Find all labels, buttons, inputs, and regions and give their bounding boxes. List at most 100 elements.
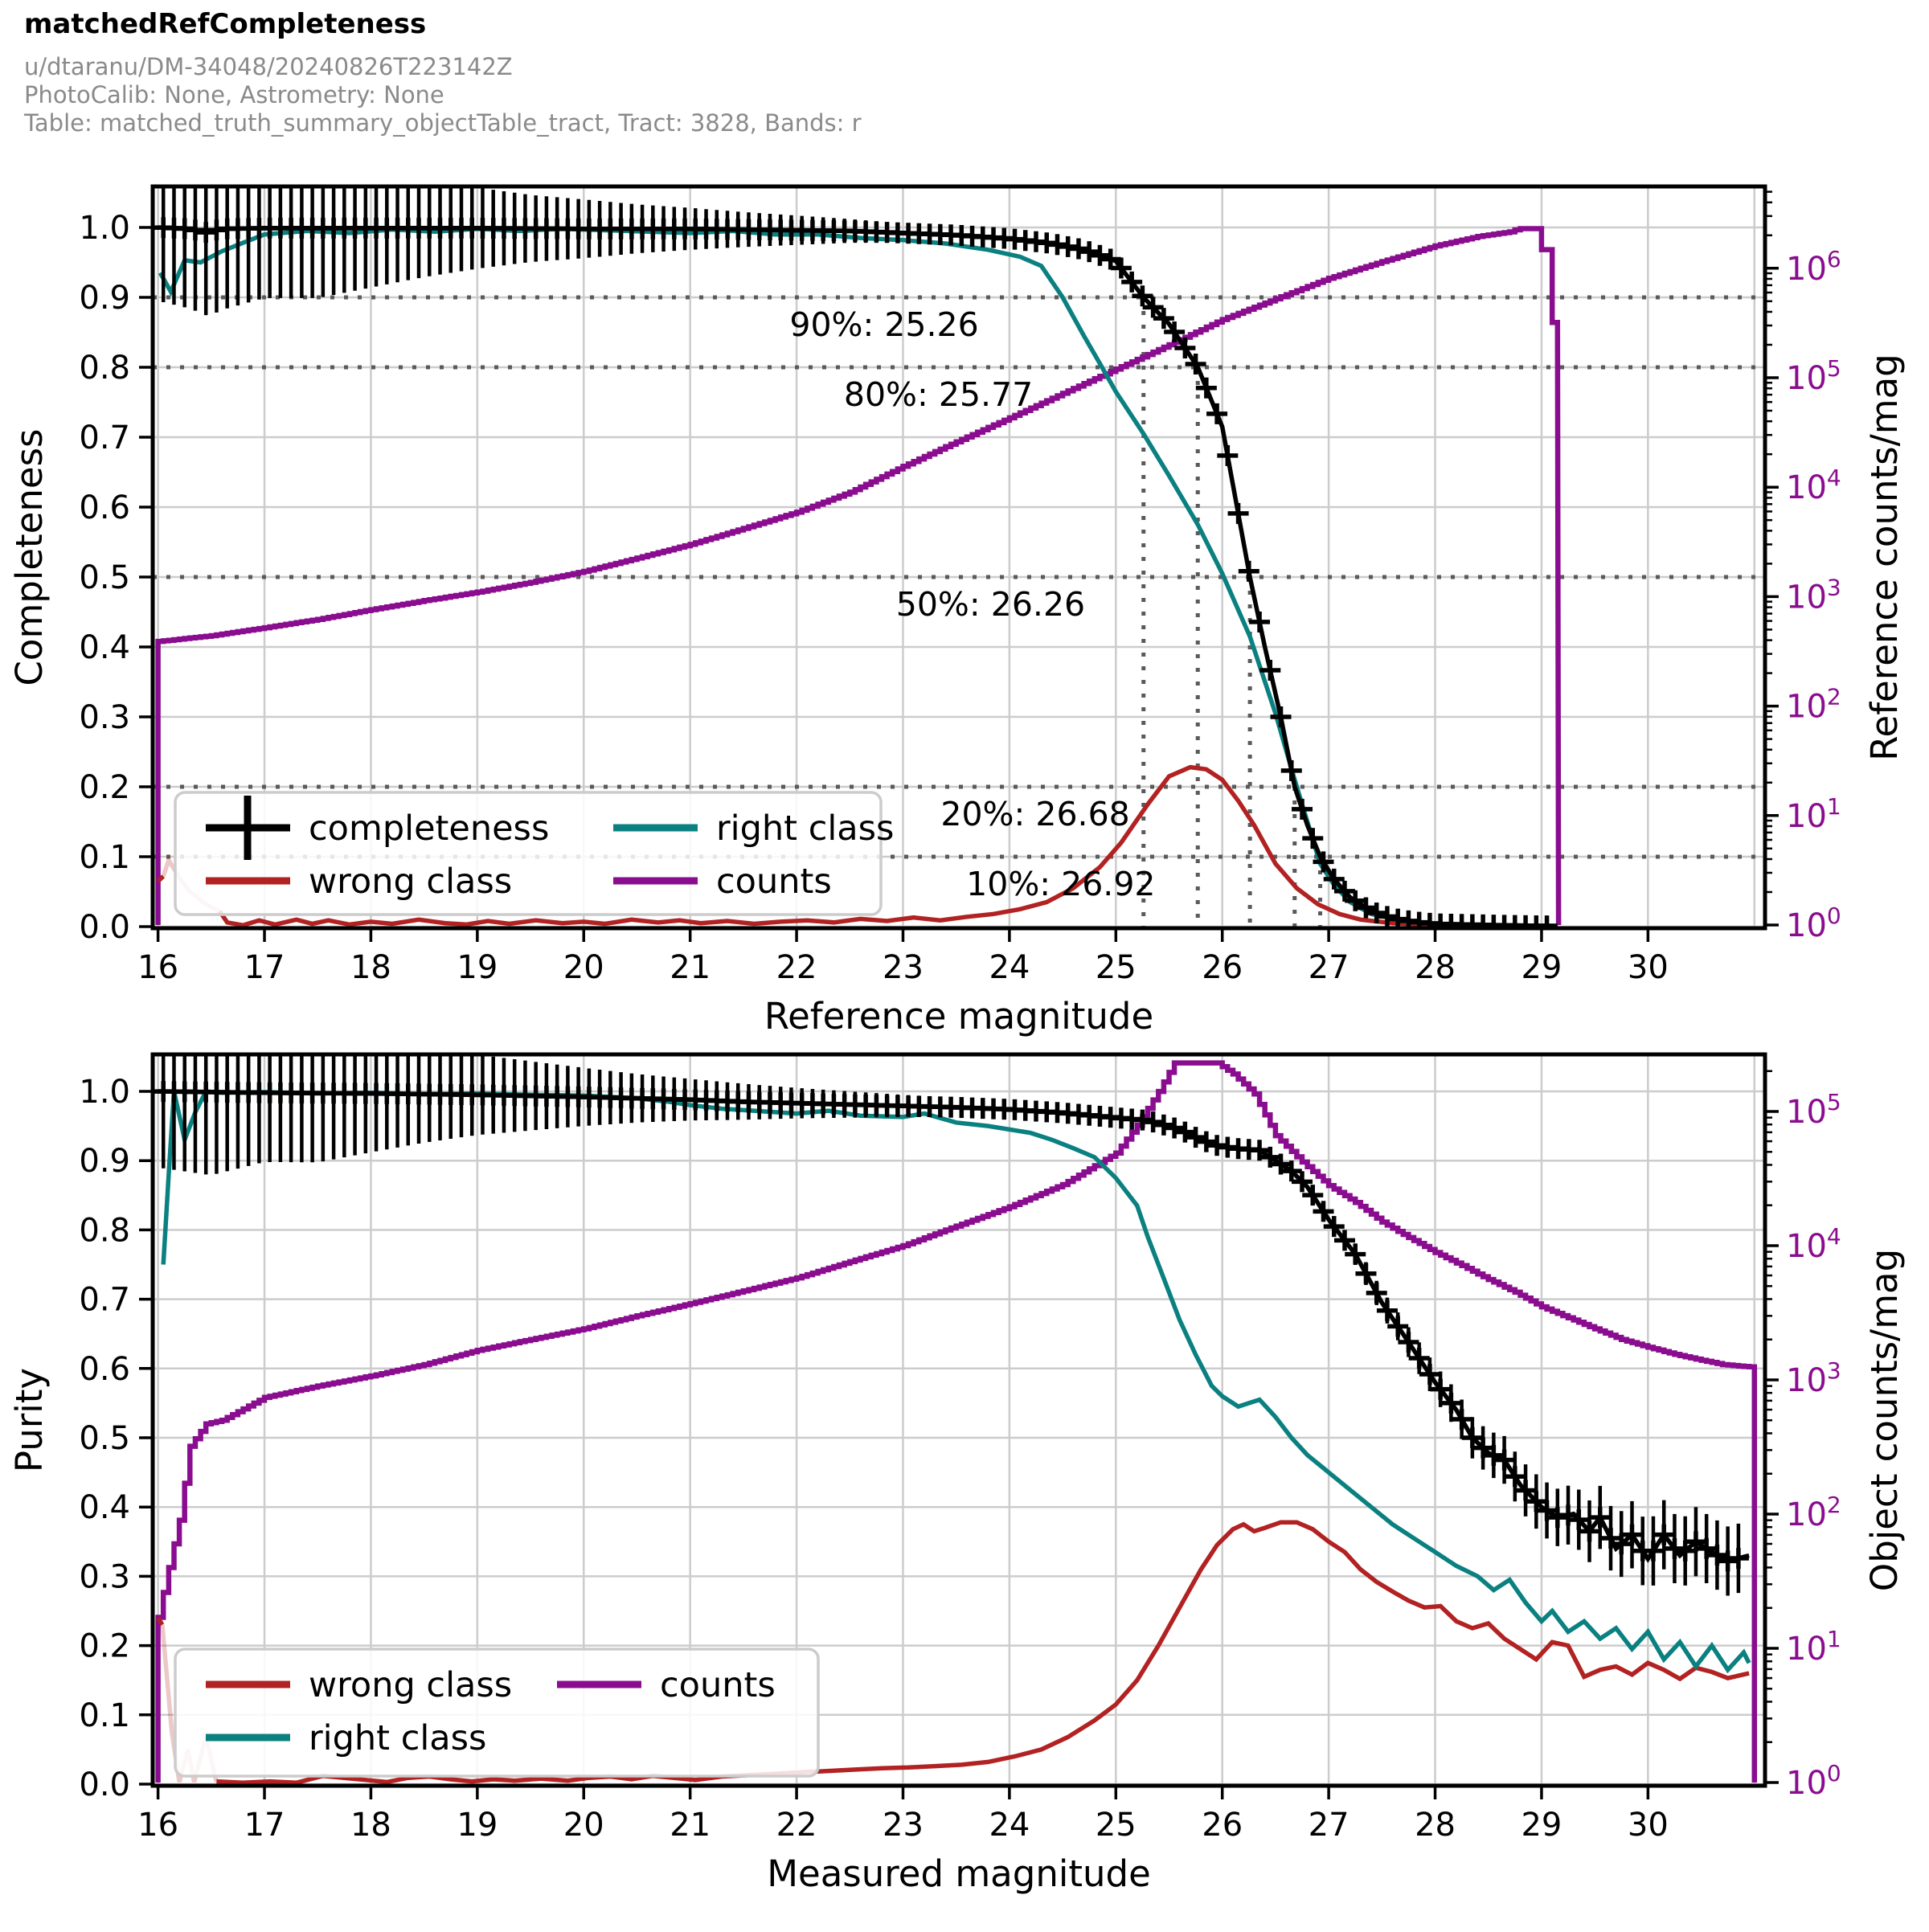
- svg-text:19: 19: [457, 1807, 498, 1844]
- legend: wrong class right class counts: [174, 1648, 820, 1778]
- svg-text:100: 100: [1786, 903, 1841, 944]
- series-wrong-class-main: [216, 1520, 1750, 1786]
- svg-text:0.5: 0.5: [79, 1420, 130, 1457]
- svg-text:23: 23: [883, 949, 924, 986]
- legend: completeness wrong class right class counts: [174, 791, 894, 916]
- series-counts: [155, 1060, 1758, 1783]
- svg-text:19: 19: [457, 949, 498, 986]
- axis-ticks: 16 17 18 19 20 21 22 23 24 25 26 27 28 29 30 0.0 0.1 0.2 0…: [79, 190, 1841, 986]
- svg-text:0.6: 0.6: [79, 489, 130, 526]
- plot-0: 90%: 25.26 80%: 25.77 50%: 26.26 20%: 26.68…: [8, 184, 1906, 1038]
- svg-text:21: 21: [670, 1807, 711, 1844]
- svg-text:23: 23: [883, 1807, 924, 1844]
- svg-text:0.3: 0.3: [79, 1558, 130, 1595]
- x-axis-label: Measured magnitude: [767, 1852, 1151, 1895]
- svg-text:102: 102: [1786, 1492, 1841, 1533]
- svg-text:21: 21: [670, 949, 711, 986]
- svg-text:0.4: 0.4: [79, 629, 130, 666]
- y-axis-label: Completeness: [8, 429, 51, 686]
- svg-text:104: 104: [1786, 465, 1841, 506]
- svg-text:105: 105: [1786, 1089, 1841, 1131]
- svg-text:0.9: 0.9: [79, 1143, 130, 1180]
- legend-label-right-class: right class: [309, 1718, 486, 1758]
- svg-text:101: 101: [1786, 1626, 1841, 1668]
- svg-text:0.8: 0.8: [79, 350, 130, 387]
- header-calib-info: PhotoCalib: None, Astrometry: None: [24, 81, 444, 108]
- svg-text:29: 29: [1521, 1807, 1562, 1844]
- legend-label-wrong-class: wrong class: [309, 862, 512, 902]
- right-axis-label: Reference counts/mag: [1863, 354, 1906, 760]
- annotation-label: 10%: 26.92: [966, 865, 1155, 903]
- svg-text:22: 22: [776, 1807, 817, 1844]
- svg-text:105: 105: [1786, 355, 1841, 397]
- svg-text:16: 16: [137, 1807, 178, 1844]
- series-wrong-class-main: [218, 764, 1558, 928]
- svg-text:30: 30: [1628, 949, 1669, 986]
- svg-text:20: 20: [563, 1807, 604, 1844]
- svg-text:27: 27: [1309, 949, 1349, 986]
- svg-text:26: 26: [1202, 1807, 1243, 1844]
- svg-text:30: 30: [1628, 1807, 1669, 1844]
- svg-text:106: 106: [1786, 246, 1841, 288]
- series-purity: [158, 1089, 1750, 1564]
- series-wrong-class: [156, 1616, 165, 1627]
- svg-text:18: 18: [350, 949, 391, 986]
- legend-label-wrong-class: wrong class: [309, 1665, 512, 1705]
- series-group: [153, 186, 1562, 928]
- svg-text:0.1: 0.1: [79, 1697, 130, 1734]
- svg-text:27: 27: [1309, 1807, 1349, 1844]
- svg-text:18: 18: [350, 1807, 391, 1844]
- svg-text:1.0: 1.0: [79, 1074, 130, 1111]
- annotation-label: 90%: 25.26: [789, 305, 978, 344]
- svg-text:0.7: 0.7: [79, 420, 130, 456]
- svg-text:0.4: 0.4: [79, 1489, 130, 1526]
- annotation-label: 20%: 26.68: [940, 795, 1129, 833]
- plus-markers: [153, 217, 1558, 928]
- svg-text:102: 102: [1786, 684, 1841, 726]
- svg-text:0.7: 0.7: [79, 1282, 130, 1319]
- svg-text:0.6: 0.6: [79, 1351, 130, 1388]
- svg-text:28: 28: [1415, 1807, 1456, 1844]
- annotation-label: 80%: 25.77: [844, 375, 1033, 414]
- svg-text:0.0: 0.0: [79, 909, 130, 946]
- series-right-class: [161, 1089, 1751, 1674]
- svg-text:104: 104: [1786, 1223, 1841, 1265]
- svg-text:29: 29: [1521, 949, 1562, 986]
- series-wrong-class: [156, 874, 166, 883]
- svg-text:103: 103: [1786, 1357, 1841, 1399]
- svg-text:26: 26: [1202, 949, 1243, 986]
- legend-label-right-class: right class: [716, 808, 894, 849]
- series-group: [153, 1054, 1758, 1786]
- plot-1: 16 17 18 19 20 21 22 23 24 25 26 27 28 29 30 0.0 0.1 0.2 0…: [8, 1052, 1906, 1895]
- svg-text:0.3: 0.3: [79, 699, 130, 736]
- page-title: matchedRefCompleteness: [24, 8, 427, 40]
- svg-text:1.0: 1.0: [79, 210, 130, 247]
- series-counts: [155, 226, 1562, 926]
- svg-text:24: 24: [989, 1807, 1030, 1844]
- header-table-info: Table: matched_truth_summary_objectTable…: [24, 109, 862, 137]
- svg-text:0.2: 0.2: [79, 769, 130, 806]
- y-axis-label: Purity: [8, 1368, 51, 1472]
- svg-text:28: 28: [1415, 949, 1456, 986]
- svg-text:103: 103: [1786, 574, 1841, 616]
- svg-text:0.8: 0.8: [79, 1212, 130, 1249]
- svg-text:22: 22: [776, 949, 817, 986]
- x-axis-label: Reference magnitude: [764, 995, 1153, 1038]
- svg-text:17: 17: [244, 1807, 285, 1844]
- annotation-label: 50%: 26.26: [896, 585, 1085, 624]
- svg-text:0.2: 0.2: [79, 1628, 130, 1665]
- svg-text:24: 24: [989, 949, 1030, 986]
- svg-text:0.9: 0.9: [79, 280, 130, 317]
- plus-markers: [153, 1081, 1749, 1572]
- header: matchedRefCompleteness u/dtaranu/DM-3404…: [24, 8, 862, 137]
- svg-text:25: 25: [1096, 1807, 1137, 1844]
- svg-text:17: 17: [244, 949, 285, 986]
- svg-text:0.1: 0.1: [79, 839, 130, 876]
- svg-text:25: 25: [1096, 949, 1137, 986]
- legend-label-counts: counts: [716, 862, 832, 902]
- right-axis-label: Object counts/mag: [1863, 1249, 1906, 1591]
- legend-label-counts: counts: [660, 1665, 776, 1705]
- svg-text:16: 16: [137, 949, 178, 986]
